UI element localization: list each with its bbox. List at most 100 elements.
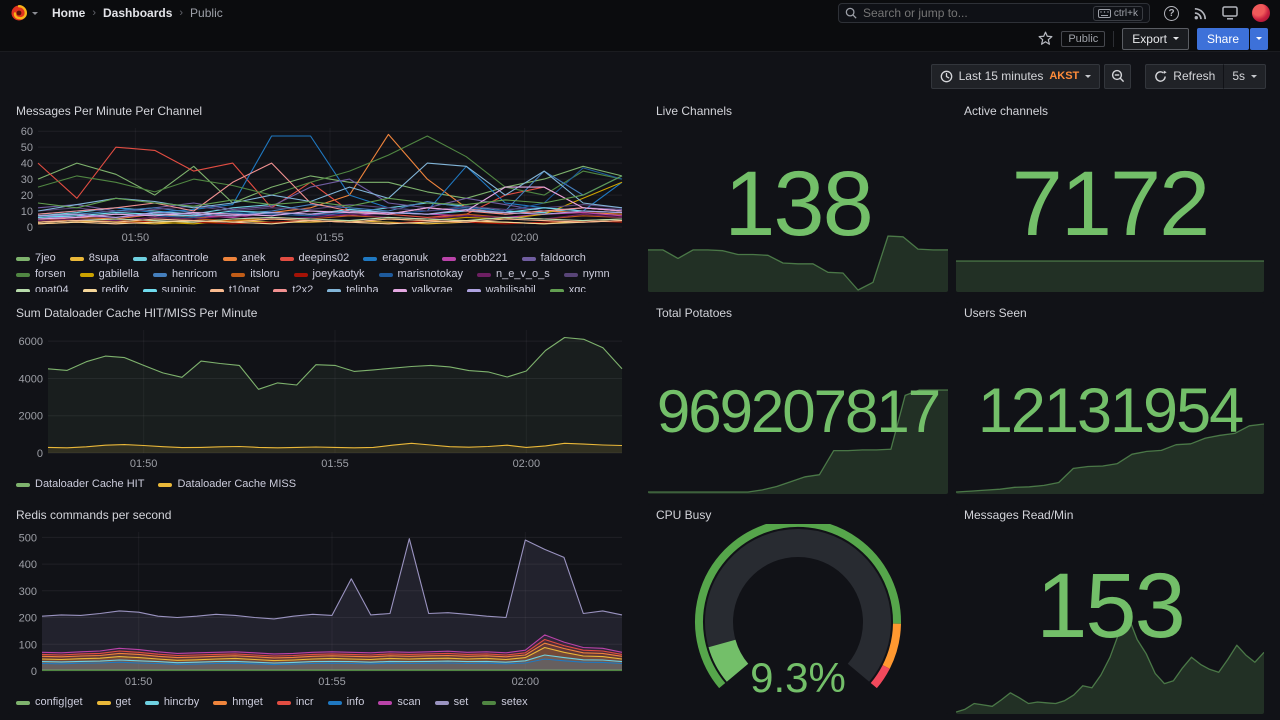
legend-item[interactable]: telinha xyxy=(327,283,379,292)
sparkline-area xyxy=(648,390,948,494)
messages-per-minute-chart[interactable]: 01:50 01:55 02:00 0 10 20 30 40 50 60 xyxy=(8,120,626,244)
legend-item[interactable]: anek xyxy=(222,251,266,266)
legend-item[interactable]: set xyxy=(434,695,468,710)
legend-item[interactable]: valkyrae xyxy=(392,283,453,292)
legend-item[interactable]: nymn xyxy=(563,267,610,282)
refresh-label: Refresh xyxy=(1173,69,1216,83)
panel-title[interactable]: Total Potatoes xyxy=(656,306,733,320)
share-menu-button[interactable] xyxy=(1250,27,1268,50)
series-line xyxy=(41,538,623,620)
legend-item[interactable]: alfacontrole xyxy=(132,251,209,266)
y-axis-label: 0 xyxy=(27,222,33,234)
legend-item[interactable]: marisnotokay xyxy=(378,267,463,282)
legend-item[interactable]: wabilisabil xyxy=(466,283,536,292)
legend-item[interactable]: n_e_v_o_s xyxy=(476,267,550,282)
legend-item[interactable]: setex xyxy=(482,695,528,710)
help-button[interactable]: ? xyxy=(1164,5,1179,21)
refresh-button[interactable]: Refresh xyxy=(1145,63,1224,89)
legend-label: opat04 xyxy=(35,284,69,292)
legend-item[interactable]: erobb221 xyxy=(442,251,508,266)
legend-item[interactable]: eragonuk xyxy=(363,251,428,266)
legend-item[interactable]: forsen xyxy=(16,267,66,282)
breadcrumb-current[interactable]: Public xyxy=(190,6,223,20)
legend-label: nymn xyxy=(582,268,610,280)
panel-title[interactable]: Active channels xyxy=(964,104,1049,118)
live-channels-sparkline[interactable] xyxy=(648,234,948,292)
active-channels-sparkline[interactable] xyxy=(956,258,1264,292)
legend-item[interactable]: get xyxy=(96,695,131,710)
refresh-interval-button[interactable]: 5s xyxy=(1223,63,1266,89)
panel-title[interactable]: Messages Read/Min xyxy=(964,508,1074,522)
export-button[interactable]: Export xyxy=(1122,27,1189,50)
search-box[interactable]: ctrl+k xyxy=(838,3,1150,23)
total-potatoes-sparkline[interactable] xyxy=(648,388,948,494)
panel-title[interactable]: CPU Busy xyxy=(656,508,712,522)
legend-label: xqc xyxy=(568,284,586,292)
legend-item[interactable]: 7jeo xyxy=(16,251,56,266)
star-button[interactable] xyxy=(1038,31,1053,46)
series-line xyxy=(37,208,623,218)
legend-item[interactable]: deepins02 xyxy=(279,251,349,266)
series-line xyxy=(41,646,623,662)
legend-item[interactable]: t10nat xyxy=(209,283,260,292)
legend-chip xyxy=(96,700,111,705)
panel-title[interactable]: Users Seen xyxy=(964,306,1027,320)
x-axis-label: 02:00 xyxy=(512,676,540,688)
messages-read-sparkline[interactable] xyxy=(956,614,1264,714)
legend-label: incr xyxy=(295,696,314,708)
legend-item[interactable]: hmget xyxy=(213,695,263,710)
share-button[interactable]: Share xyxy=(1196,27,1249,50)
zoom-out-button[interactable] xyxy=(1104,63,1132,89)
panel-title[interactable]: Sum Dataloader Cache HIT/MISS Per Minute xyxy=(16,306,258,320)
help-icon: ? xyxy=(1164,5,1179,21)
legend-chip xyxy=(132,256,147,261)
panel-title[interactable]: Live Channels xyxy=(656,104,733,118)
x-axis-label: 01:55 xyxy=(316,232,344,244)
legend-item[interactable]: config|get xyxy=(16,695,83,710)
legend-item[interactable]: 8supa xyxy=(69,251,119,266)
legend-item[interactable]: gabilella xyxy=(79,267,139,282)
profile-button[interactable] xyxy=(1252,4,1270,22)
breadcrumb-dashboards[interactable]: Dashboards xyxy=(103,6,173,20)
cpu-busy-gauge[interactable]: 9.3% xyxy=(648,524,948,708)
search-input[interactable] xyxy=(863,6,1087,20)
display-button[interactable] xyxy=(1222,6,1238,20)
breadcrumb-home[interactable]: Home xyxy=(52,6,86,20)
legend-item[interactable]: joeykaotyk xyxy=(293,267,365,282)
legend-item[interactable]: henricom xyxy=(152,267,217,282)
time-range-button[interactable]: Last 15 minutes AKST xyxy=(930,63,1101,89)
legend-chip xyxy=(222,256,237,261)
legend-item[interactable]: opat04 xyxy=(16,283,69,292)
x-axis-label: 01:50 xyxy=(122,232,150,244)
legend-item[interactable]: info xyxy=(327,695,364,710)
legend-chip xyxy=(279,256,294,261)
users-seen-sparkline[interactable] xyxy=(956,422,1264,494)
legend-item[interactable]: t2x2 xyxy=(273,283,313,292)
grafana-logo-menu[interactable] xyxy=(10,4,38,22)
news-button[interactable] xyxy=(1193,6,1208,21)
dataloader-cache-chart[interactable]: 01:50 01:55 02:00 0 2000 4000 6000 xyxy=(8,322,626,470)
legend-item[interactable]: scan xyxy=(378,695,421,710)
gauge-arc xyxy=(870,665,890,689)
legend-item[interactable]: redify xyxy=(82,283,129,292)
legend-item[interactable]: itsloru xyxy=(231,267,280,282)
series-line xyxy=(41,634,623,655)
clock-icon xyxy=(940,70,952,82)
panel-active-channels: Active channels 7172 xyxy=(956,100,1264,292)
legend-label: t10nat xyxy=(228,284,260,292)
legend-item[interactable]: incr xyxy=(276,695,314,710)
panel-messages-read: Messages Read/Min 153 xyxy=(956,504,1264,714)
legend-item[interactable]: hincrby xyxy=(144,695,199,710)
gauge-value-text: 9.3% xyxy=(750,654,846,701)
panel-title[interactable]: Redis commands per second xyxy=(16,508,172,522)
legend-item[interactable]: xqc xyxy=(549,283,586,292)
legend-item[interactable]: faldoorch xyxy=(521,251,586,266)
legend-item[interactable]: supinic xyxy=(142,283,196,292)
panel-title[interactable]: Messages Per Minute Per Channel xyxy=(16,104,203,118)
legend-item[interactable]: Dataloader Cache HIT xyxy=(16,477,144,492)
legend-item[interactable]: Dataloader Cache MISS xyxy=(158,477,296,492)
sparkline-area xyxy=(956,261,1264,292)
shortcut-label: ctrl+k xyxy=(1113,7,1138,19)
visibility-tag: Public xyxy=(1061,30,1106,47)
redis-commands-chart[interactable]: 01:50 01:55 02:00 0 100 200 300 400 500 xyxy=(8,524,626,688)
